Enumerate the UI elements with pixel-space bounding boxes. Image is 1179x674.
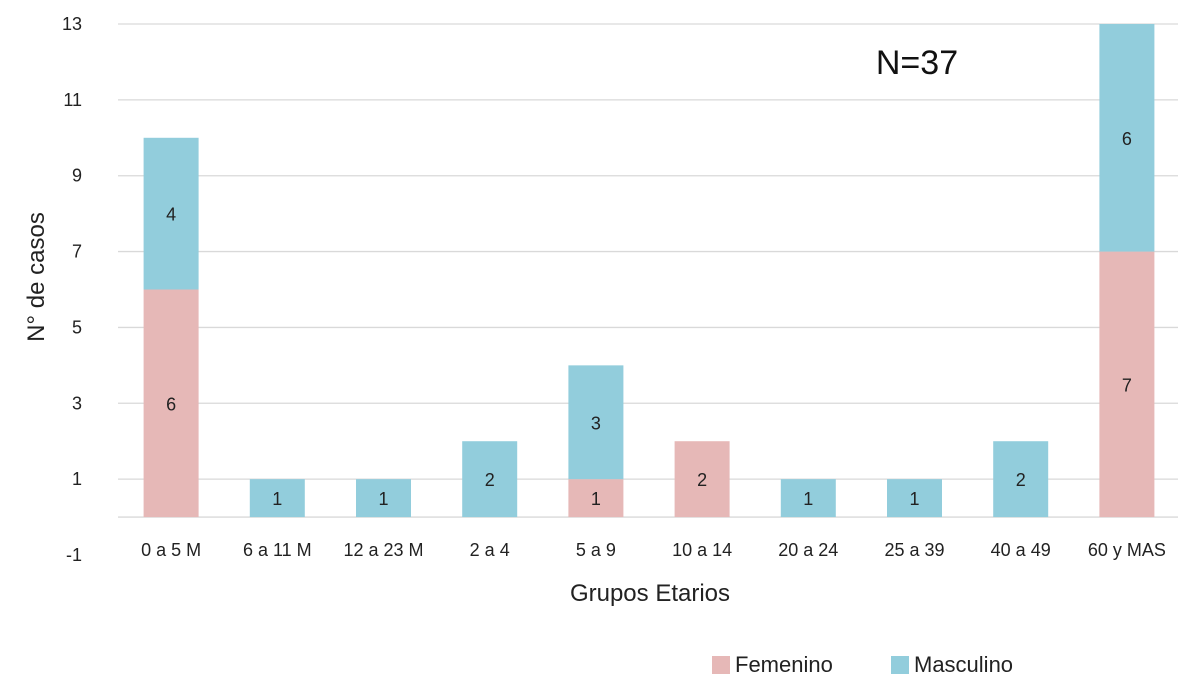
- bar-masculino-8: [993, 441, 1049, 518]
- legend-swatch-masculino: [891, 656, 909, 674]
- data-label: 1: [803, 489, 813, 509]
- data-label: 2: [1016, 470, 1026, 490]
- category-label: 0 a 5 M: [141, 540, 201, 560]
- legend-label-femenino: Femenino: [735, 652, 833, 674]
- data-label: 2: [697, 470, 707, 490]
- gridlines: [118, 23, 1178, 518]
- n-annotation: N=37: [876, 44, 958, 82]
- bar-masculino-0: [143, 137, 199, 290]
- category-label: 20 a 24: [778, 540, 838, 560]
- data-label: 1: [591, 489, 601, 509]
- bar-masculino-6: [780, 479, 836, 518]
- y-tick-label: 11: [63, 90, 82, 110]
- category-label: 10 a 14: [672, 540, 732, 560]
- bar-masculino-1: [249, 479, 305, 518]
- y-tick-label: -1: [66, 545, 82, 565]
- category-labels: 0 a 5 M 6 a 11 M 12 a 23 M 2 a 4 5 a 9 10 a 1…: [141, 540, 1166, 560]
- bar-femenino-4: [568, 479, 624, 518]
- bar-femenino-9: [1099, 251, 1155, 518]
- bar-masculino-3: [462, 441, 518, 518]
- data-label: 1: [909, 489, 919, 509]
- category-label: 5 a 9: [576, 540, 616, 560]
- y-tick-label: 3: [72, 393, 82, 413]
- bar-masculino-9: [1099, 24, 1155, 252]
- bar-femenino-5: [674, 441, 730, 518]
- y-tick-label: 1: [72, 469, 82, 489]
- data-label: 1: [272, 489, 282, 509]
- bar-femenino-0: [143, 289, 199, 518]
- y-tick-label: 13: [62, 14, 82, 34]
- data-label: 7: [1122, 375, 1132, 395]
- bar-masculino-7: [887, 479, 942, 518]
- data-label: 1: [378, 489, 388, 509]
- bars: [143, 24, 1155, 518]
- category-label: 6 a 11 M: [243, 540, 312, 560]
- data-label: 3: [591, 413, 601, 433]
- data-label: 6: [166, 394, 176, 414]
- category-label: 2 a 4: [470, 540, 510, 560]
- data-label: 2: [485, 470, 495, 490]
- y-tick-label: 9: [72, 166, 82, 186]
- data-label: 6: [1122, 129, 1132, 149]
- data-label: 4: [166, 205, 176, 225]
- legend: Femenino Masculino: [712, 652, 1013, 674]
- y-tick-label: 7: [72, 242, 82, 262]
- y-axis-title: N° de casos: [23, 212, 50, 342]
- legend-swatch-femenino: [712, 656, 730, 674]
- category-label: 40 a 49: [991, 540, 1051, 560]
- data-labels: 6 4 1 1 2 1 3 2 1 1 2 7 6: [166, 129, 1132, 509]
- y-tick-label: 5: [72, 317, 82, 337]
- bar-masculino-4: [568, 365, 624, 480]
- category-label: 12 a 23 M: [343, 540, 423, 560]
- category-label: 25 a 39: [884, 540, 944, 560]
- category-label: 60 y MAS: [1088, 540, 1166, 560]
- x-axis-title: Grupos Etarios: [570, 580, 730, 607]
- legend-label-masculino: Masculino: [914, 652, 1013, 674]
- bar-masculino-2: [356, 479, 411, 518]
